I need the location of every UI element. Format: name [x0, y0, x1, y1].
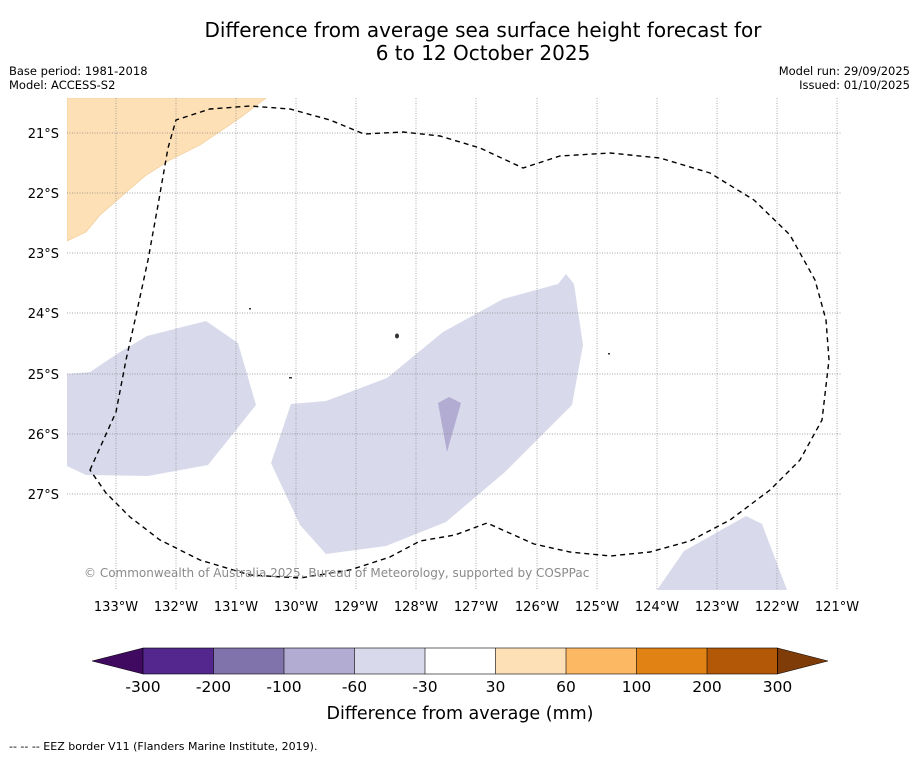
graticule: [67, 98, 842, 590]
lat-label: 27°S: [28, 488, 59, 503]
colorbar-tick: -60: [342, 678, 367, 696]
colorbar-dividers: [142, 647, 778, 675]
model-run-label: Model run: 29/09/2025: [778, 64, 910, 78]
anomaly-negative-region-west: [67, 321, 256, 476]
colorbar-tick: 200: [692, 678, 722, 696]
anomaly-negative-region-central: [271, 274, 583, 554]
colorbar-segment: [425, 648, 496, 674]
colorbar-tick: 30: [486, 678, 506, 696]
colorbar-segment: [495, 648, 566, 674]
colorbar-segment: [284, 648, 355, 674]
lon-label: 131°W: [214, 600, 258, 615]
meta-left: Base period: 1981-2018 Model: ACCESS-S2: [9, 64, 148, 92]
lat-label: 23°S: [28, 247, 59, 262]
longitude-labels: 133°W 132°W 131°W 130°W 129°W 128°W 127°…: [94, 600, 859, 615]
eez-border: [89, 105, 830, 579]
colorbar-extend-high: [777, 647, 829, 675]
colorbar-tick: -100: [266, 678, 301, 696]
lat-label: 25°S: [28, 368, 59, 383]
chart-title: Difference from average sea surface heig…: [0, 19, 919, 65]
colorbar-segment: [636, 648, 707, 674]
lon-label: 127°W: [454, 600, 498, 615]
latitude-labels: 21°S 22°S 23°S 24°S 25°S 26°S 27°S: [28, 127, 59, 503]
lat-label: 21°S: [28, 127, 59, 142]
issued-label: Issued: 01/10/2025: [799, 78, 910, 92]
lat-label: 26°S: [28, 428, 59, 443]
lon-label: 122°W: [755, 600, 799, 615]
lon-label: 124°W: [635, 600, 679, 615]
colorbar-segment: [213, 648, 284, 674]
lon-label: 133°W: [94, 600, 138, 615]
colorbar-title: Difference from average (mm): [326, 704, 593, 724]
colorbar: -300 -200 -100 -60 -30 30 60 100 200 300…: [91, 647, 829, 724]
colorbar-tick-labels: -300 -200 -100 -60 -30 30 60 100 200 300: [125, 678, 792, 696]
model-label: Model: ACCESS-S2: [9, 78, 116, 92]
lon-label: 129°W: [334, 600, 378, 615]
colorbar-tick: -200: [196, 678, 231, 696]
lon-label: 121°W: [815, 600, 859, 615]
colorbar-segment: [354, 648, 425, 674]
colorbar-tick: -300: [125, 678, 160, 696]
lon-label: 130°W: [274, 600, 318, 615]
copyright-text: © Commonwealth of Australia 2025, Bureau…: [84, 566, 589, 580]
base-period-label: Base period: 1981-2018: [9, 64, 148, 78]
colorbar-tick: 100: [622, 678, 652, 696]
colorbar-segment: [143, 648, 214, 674]
lon-label: 125°W: [575, 600, 619, 615]
lat-label: 22°S: [28, 187, 59, 202]
eez-footnote: -- -- -- EEZ border V11 (Flanders Marine…: [9, 740, 318, 753]
lon-label: 128°W: [394, 600, 438, 615]
colorbar-tick: 300: [763, 678, 793, 696]
colorbar-extend-low: [91, 647, 144, 675]
lat-label: 24°S: [28, 307, 59, 322]
anomaly-positive-region: [67, 98, 267, 242]
colorbar-segment: [707, 648, 778, 674]
islands: [249, 308, 610, 379]
meta-right: Model run: 29/09/2025 Issued: 01/10/2025: [779, 64, 910, 92]
lon-label: 132°W: [154, 600, 198, 615]
lon-label: 126°W: [515, 600, 559, 615]
anomaly-negative-region-southeast: [657, 516, 787, 590]
title-line-1: Difference from average sea surface heig…: [204, 18, 762, 42]
lon-label: 123°W: [695, 600, 739, 615]
title-line-2: 6 to 12 October 2025: [375, 41, 591, 65]
colorbar-tick: -30: [412, 678, 437, 696]
map-area: [67, 98, 842, 590]
colorbar-segment: [566, 648, 637, 674]
colorbar-tick: 60: [556, 678, 576, 696]
anomaly-strong-negative-patch: [438, 397, 461, 452]
